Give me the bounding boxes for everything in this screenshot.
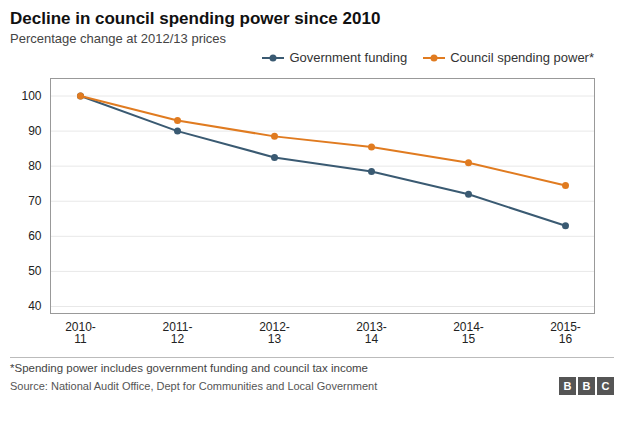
svg-text:90: 90 [28, 124, 42, 138]
html-text:Government funding: Government funding [289, 50, 408, 65]
svg-text:2010-11: 2010-11 [65, 320, 96, 346]
svg-text:80: 80 [28, 159, 42, 173]
html-text:Decline in council spending po: Decline in council spending power since … [10, 9, 381, 28]
html-text:Council spending power*: Council spending power* [450, 50, 594, 65]
svg-text:60: 60 [28, 229, 42, 243]
html-text:B: B [582, 380, 591, 392]
svg-text:70: 70 [28, 194, 42, 208]
svg-text:2011-12: 2011-12 [163, 320, 193, 346]
svg-text:2012-13: 2012-13 [259, 320, 290, 346]
svg-text:2013-14: 2013-14 [356, 320, 387, 346]
svg-text:2014-15: 2014-15 [453, 320, 484, 346]
html-text:Source: National Audit Office,: Source: National Audit Office, Dept for … [10, 380, 378, 392]
html-text:Percentage change at 2012/13 p: Percentage change at 2012/13 prices [10, 31, 227, 46]
html-text:C: C [601, 380, 610, 392]
html-text:*Spending power includes gover: *Spending power includes government fund… [10, 362, 368, 374]
svg-text:40: 40 [28, 299, 42, 313]
svg-text:2015-16: 2015-16 [550, 320, 581, 346]
svg-text:50: 50 [28, 264, 42, 278]
svg-text:100: 100 [21, 89, 41, 103]
html-text:B: B [563, 380, 572, 392]
